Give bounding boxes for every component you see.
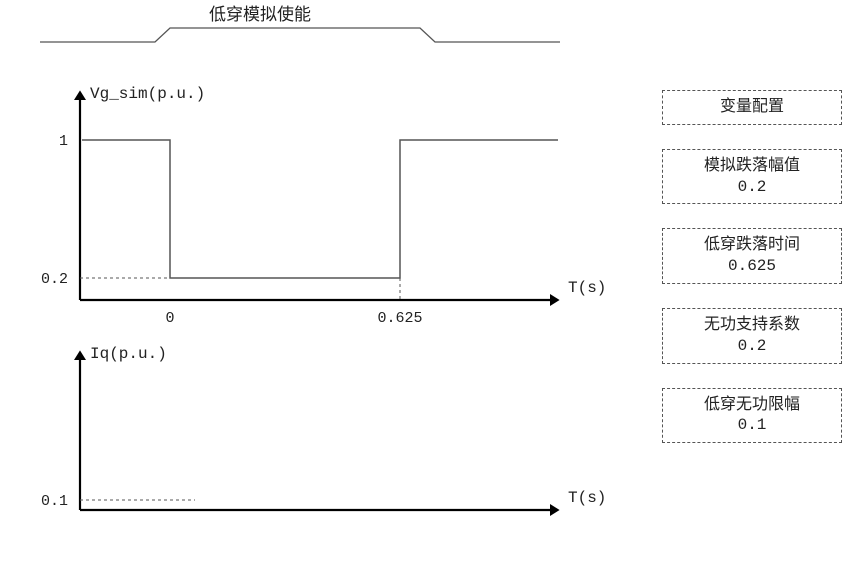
box-drop-amplitude-value: 0.2 bbox=[671, 177, 833, 198]
chart-iq: Iq(p.u.) T(s) 0.1 bbox=[41, 345, 606, 516]
box-config: 变量配置 bbox=[662, 90, 842, 125]
chart2-xlabel: T(s) bbox=[568, 489, 606, 507]
chart-vgsim: Vg_sim(p.u.) T(s) 1 0.2 0 0.625 bbox=[41, 85, 606, 327]
chart2-ylabel: Iq(p.u.) bbox=[90, 345, 167, 363]
diagram-area: 低穿模拟使能 Vg_sim(p.u.) T(s) 1 0.2 0 0.625 I… bbox=[0, 0, 640, 556]
box-drop-time: 低穿跌落时间 0.625 bbox=[662, 228, 842, 284]
box-reactive-limit-label: 低穿无功限幅 bbox=[704, 396, 800, 413]
box-reactive-limit: 低穿无功限幅 0.1 bbox=[662, 388, 842, 444]
box-reactive-coef-label: 无功支持系数 bbox=[704, 316, 800, 333]
box-config-label: 变量配置 bbox=[720, 98, 784, 115]
side-panel: 变量配置 模拟跌落幅值 0.2 低穿跌落时间 0.625 无功支持系数 0.2 … bbox=[662, 90, 842, 467]
box-reactive-coef-value: 0.2 bbox=[671, 336, 833, 357]
box-drop-time-label: 低穿跌落时间 bbox=[704, 236, 800, 253]
box-reactive-limit-value: 0.1 bbox=[671, 415, 833, 436]
diagram-title: 低穿模拟使能 bbox=[209, 4, 311, 26]
enable-signal bbox=[40, 28, 560, 42]
chart1-xtick-0: 0 bbox=[165, 310, 174, 327]
box-drop-amplitude: 模拟跌落幅值 0.2 bbox=[662, 149, 842, 205]
chart1-xlabel: T(s) bbox=[568, 279, 606, 297]
chart1-xtick-0625: 0.625 bbox=[377, 310, 422, 327]
box-drop-time-value: 0.625 bbox=[671, 256, 833, 277]
diagram-svg: 低穿模拟使能 Vg_sim(p.u.) T(s) 1 0.2 0 0.625 I… bbox=[0, 0, 640, 556]
chart1-ytick-02: 0.2 bbox=[41, 271, 68, 288]
box-drop-amplitude-label: 模拟跌落幅值 bbox=[704, 157, 800, 174]
box-reactive-coef: 无功支持系数 0.2 bbox=[662, 308, 842, 364]
chart1-ylabel: Vg_sim(p.u.) bbox=[90, 85, 205, 103]
chart2-ytick-01: 0.1 bbox=[41, 493, 68, 510]
chart1-ytick-1: 1 bbox=[59, 133, 68, 150]
